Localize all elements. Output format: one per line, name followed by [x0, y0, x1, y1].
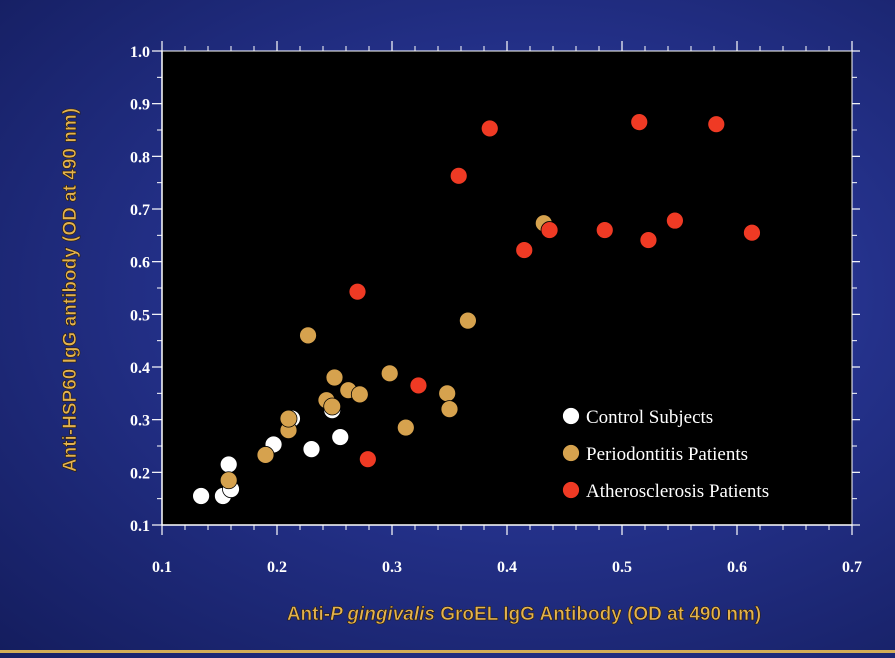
data-point	[279, 409, 298, 428]
legend-label: Control Subjects	[586, 407, 713, 428]
y-tick-label: 0.3	[130, 413, 150, 430]
data-point	[299, 326, 317, 345]
data-point	[515, 241, 534, 259]
data-point	[396, 418, 415, 437]
data-point	[302, 440, 321, 459]
data-point	[256, 446, 275, 464]
x-tick-label: 0.7	[842, 559, 862, 576]
y-tick-label: 0.8	[130, 149, 150, 166]
slide-bottom-bar	[0, 650, 895, 653]
data-point	[639, 231, 658, 249]
legend-marker	[562, 481, 580, 499]
data-point	[331, 428, 350, 446]
y-tick-label: 0.1	[130, 518, 150, 535]
data-point	[595, 221, 614, 239]
x-axis-label-italic: P gingivalis	[330, 604, 435, 625]
x-tick-label: 0.5	[612, 559, 632, 576]
data-point	[350, 385, 369, 404]
y-tick-label: 0.5	[130, 307, 150, 324]
legend-label: Periodontitis Patients	[586, 444, 748, 465]
data-point	[449, 166, 468, 185]
data-point	[409, 376, 428, 395]
y-axis-label: Anti-HSP60 IgG antibody (OD at 490 nm)	[60, 108, 81, 472]
series-2	[348, 113, 761, 469]
x-axis-label: Anti-P gingivalis GroEL IgG Antibody (OD…	[287, 604, 761, 625]
legend-marker	[562, 407, 580, 425]
x-tick-label: 0.2	[267, 559, 287, 576]
data-point	[707, 115, 726, 134]
y-tick-label: 0.7	[130, 202, 150, 219]
data-point	[540, 221, 559, 239]
series-1	[219, 214, 553, 490]
x-tick-label: 0.1	[152, 559, 172, 576]
y-tick-label: 0.6	[130, 255, 150, 272]
x-axis-label-suffix: GroEL IgG Antibody (OD at 490 nm)	[435, 604, 761, 625]
y-tick-label: 0.2	[130, 465, 150, 482]
data-point	[219, 455, 238, 474]
y-tick-label: 1.0	[130, 44, 150, 61]
data-point	[438, 384, 457, 403]
data-point	[666, 211, 684, 230]
y-tick-label: 0.9	[130, 97, 150, 114]
data-point	[219, 471, 238, 490]
data-point	[358, 450, 377, 469]
data-point	[348, 282, 367, 301]
data-point	[192, 487, 211, 505]
y-tick-label: 0.4	[130, 360, 150, 377]
data-point	[743, 223, 761, 242]
x-tick-label: 0.4	[497, 559, 517, 576]
data-point	[323, 397, 342, 416]
data-point	[325, 368, 344, 387]
data-point	[380, 364, 399, 383]
legend-label: Atherosclerosis Patients	[586, 481, 769, 502]
x-axis-label-prefix: Anti-	[287, 604, 330, 625]
legend-marker	[562, 444, 580, 462]
data-point	[630, 113, 649, 131]
x-tick-label: 0.6	[727, 559, 747, 576]
data-point	[480, 119, 499, 138]
x-tick-label: 0.3	[382, 559, 402, 576]
data-point	[440, 400, 459, 419]
data-point	[458, 311, 477, 330]
